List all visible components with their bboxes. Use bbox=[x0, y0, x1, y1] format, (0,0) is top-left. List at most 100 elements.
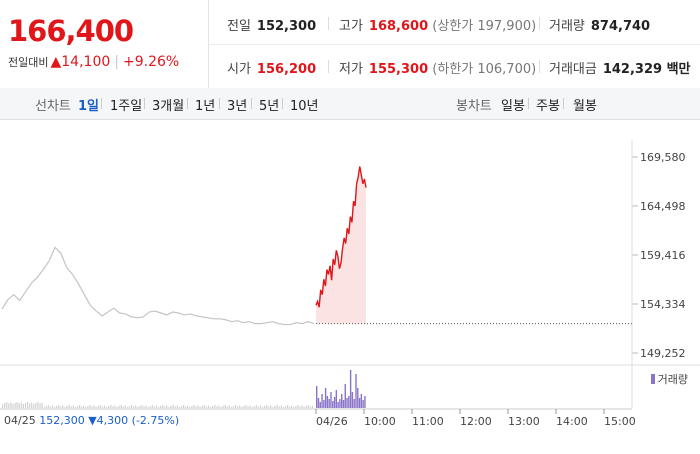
period-1y[interactable]: 1년 bbox=[195, 99, 216, 114]
volume-bar bbox=[346, 398, 348, 408]
prev-day-date: 04/25 bbox=[4, 414, 36, 427]
volume-bar bbox=[344, 384, 346, 408]
x-tick-label: 14:00 bbox=[556, 415, 588, 428]
period-1w[interactable]: 1주일 bbox=[110, 99, 143, 114]
volume-bar bbox=[358, 398, 361, 408]
x-tick-label: 10:00 bbox=[364, 415, 396, 428]
prev-volume-bar bbox=[299, 406, 301, 408]
y-tick-label: 149,252 bbox=[640, 347, 686, 360]
prev-volume-bar bbox=[22, 404, 24, 408]
prev-volume-bar bbox=[85, 407, 87, 408]
prev-volume-bar bbox=[311, 405, 314, 408]
prev-volume-bar bbox=[101, 406, 104, 408]
prev-volume-bar bbox=[201, 406, 203, 408]
volume-bar bbox=[337, 402, 339, 408]
prev-volume-bar bbox=[210, 407, 212, 408]
prev-volume-bar bbox=[291, 405, 293, 408]
prev-volume-bar bbox=[160, 406, 162, 408]
volume-bar bbox=[324, 388, 327, 408]
prev-volume-bar bbox=[166, 405, 168, 408]
volume-bar bbox=[349, 370, 352, 408]
prev-volume-bar bbox=[145, 405, 147, 408]
prev-volume-bar bbox=[241, 407, 243, 408]
prev-volume-bar bbox=[153, 406, 156, 408]
prev-volume-bar bbox=[8, 403, 10, 408]
prev-volume-bar bbox=[232, 406, 235, 408]
prev-volume-bar bbox=[185, 406, 187, 408]
prev-volume-bar bbox=[307, 405, 309, 408]
volume-legend-label: 거래량 bbox=[657, 373, 688, 386]
toolbar-divider bbox=[528, 98, 529, 109]
volume-bar bbox=[326, 396, 329, 408]
prev-volume-bar bbox=[214, 405, 216, 408]
prev-volume-bar bbox=[16, 402, 18, 408]
candle-daily[interactable]: 일봉 bbox=[501, 99, 525, 114]
period-5y[interactable]: 5년 bbox=[259, 99, 280, 114]
prev-volume-bar bbox=[64, 407, 66, 408]
prev-volume-bar bbox=[266, 405, 268, 408]
stat-volume: 거래량 874,740 bbox=[549, 15, 650, 34]
change-label: 전일대비 bbox=[8, 56, 49, 69]
x-tick-label: 12:00 bbox=[460, 415, 492, 428]
prev-volume-bar bbox=[220, 407, 222, 408]
volume-bar bbox=[353, 399, 355, 408]
current-price: 166,400 bbox=[8, 14, 134, 48]
prev-volume-bar bbox=[14, 403, 16, 408]
change-percent: +9.26% bbox=[122, 54, 180, 70]
toolbar-divider bbox=[101, 98, 102, 109]
period-1d[interactable]: 1일 bbox=[78, 99, 100, 114]
prev-volume-bar bbox=[120, 405, 122, 408]
prev-volume-bar bbox=[268, 406, 270, 408]
prev-volume-bar bbox=[178, 407, 180, 408]
prev-volume-bar bbox=[31, 402, 33, 408]
volume-bar bbox=[317, 398, 320, 408]
prev-volume-bar bbox=[39, 403, 41, 408]
volume-bar bbox=[364, 396, 366, 408]
price-chart-svg: 169,580 164,498 159,416 154,334 149,252 04/2… bbox=[0, 140, 700, 428]
prev-volume-bar bbox=[37, 402, 39, 408]
period-3y[interactable]: 3년 bbox=[227, 99, 248, 114]
candle-monthly[interactable]: 월봉 bbox=[573, 99, 597, 114]
prev-volume-bar bbox=[54, 407, 56, 408]
volume-bar bbox=[341, 394, 343, 408]
period-10y[interactable]: 10년 bbox=[290, 99, 319, 114]
prev-volume-bar bbox=[124, 405, 126, 408]
toolbar-divider bbox=[563, 98, 564, 109]
prev-volume-bar bbox=[149, 406, 151, 408]
volume-bar bbox=[335, 390, 338, 408]
volume-bar bbox=[332, 401, 334, 408]
prev-volume-bar bbox=[212, 406, 214, 408]
prev-volume-bar bbox=[245, 405, 247, 408]
prev-volume-bar bbox=[193, 405, 195, 408]
upper-limit: (상한가 197,900) bbox=[432, 19, 537, 34]
prev-volume-bar bbox=[10, 402, 12, 408]
prev-volume-bar bbox=[97, 406, 99, 408]
change-divider: | bbox=[114, 54, 119, 70]
prev-volume-bar bbox=[247, 406, 249, 408]
prev-volume-bar bbox=[58, 405, 60, 408]
volume-bar bbox=[362, 400, 364, 408]
prev-close-value: 152,300 bbox=[256, 19, 317, 34]
volume-label: 거래량 bbox=[549, 19, 585, 34]
period-3m[interactable]: 3개월 bbox=[152, 99, 185, 114]
prev-volume-bar bbox=[106, 407, 108, 408]
prev-volume-bar bbox=[29, 403, 31, 408]
prev-volume-bar bbox=[45, 406, 47, 408]
stat-divider bbox=[328, 60, 329, 73]
prev-volume-bar bbox=[89, 405, 91, 408]
prev-volume-bar bbox=[305, 406, 307, 408]
stat-divider bbox=[328, 17, 329, 30]
x-tick-label: 13:00 bbox=[508, 415, 540, 428]
volume-bar bbox=[328, 399, 330, 408]
prev-volume-bar bbox=[168, 407, 170, 408]
volume-bar bbox=[316, 386, 318, 408]
candle-weekly[interactable]: 주봉 bbox=[536, 99, 560, 114]
quote-header: 166,400 전일대비 ▲14,100 | +9.26% 전일 152,300 고가 1… bbox=[0, 0, 700, 89]
prev-volume-bar bbox=[195, 406, 197, 408]
prev-volume-bar bbox=[68, 405, 70, 408]
prev-volume-bar bbox=[199, 407, 201, 408]
prev-volume-bar bbox=[56, 406, 58, 408]
stat-high: 고가 168,600 (상한가 197,900) bbox=[339, 15, 536, 34]
prev-volume-bar bbox=[203, 405, 205, 408]
prev-day-change: ▼4,300 (-2.75%) bbox=[88, 414, 180, 427]
